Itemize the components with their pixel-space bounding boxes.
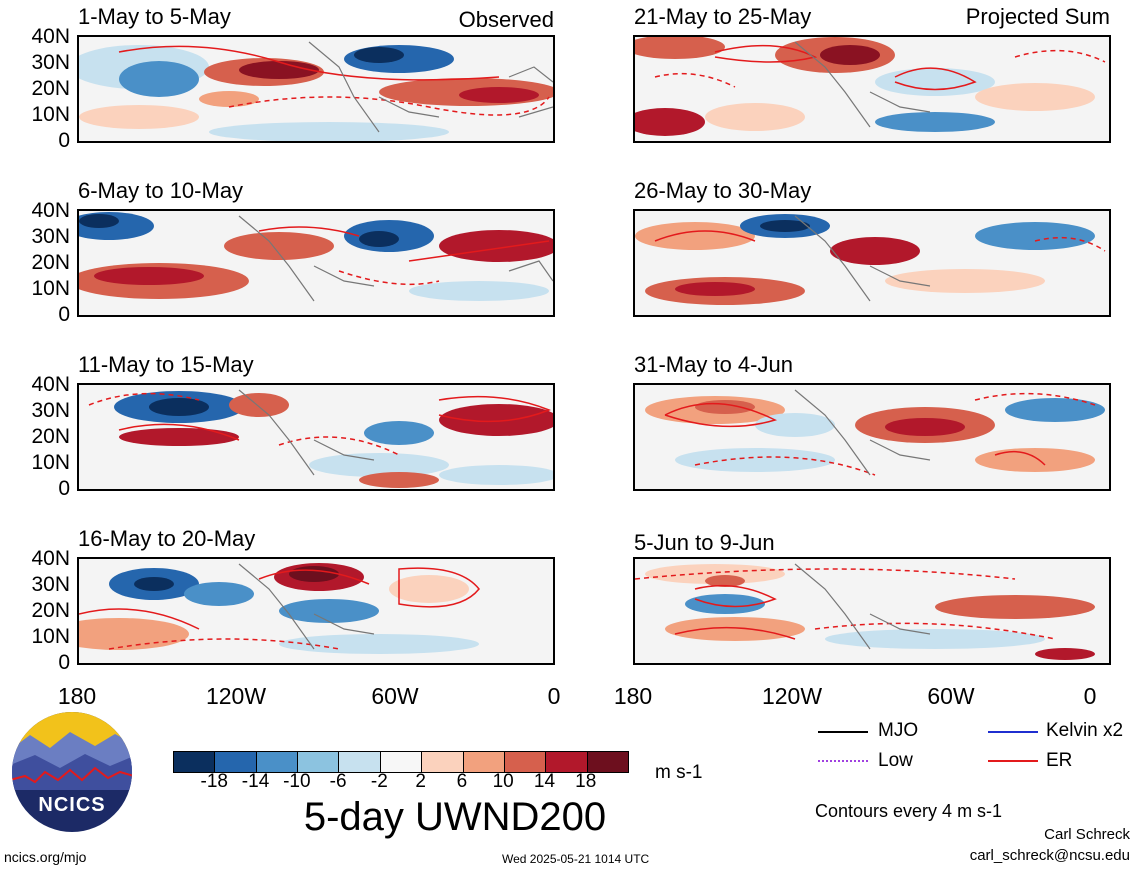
legend-swatch-mjo bbox=[818, 731, 868, 733]
colorbar-swatch bbox=[174, 752, 215, 772]
legend-label-low: Low bbox=[878, 750, 913, 771]
colorbar-tick-label: 10 bbox=[492, 771, 514, 792]
lat-label: 20N bbox=[31, 251, 70, 274]
panel-title-left-1: 1-May to 5-May bbox=[78, 4, 231, 29]
lat-label: 10N bbox=[31, 103, 70, 126]
map-panel-right-4 bbox=[633, 557, 1111, 665]
map-panel-right-2 bbox=[633, 209, 1111, 317]
panel-title-left-3: 11-May to 15-May bbox=[78, 352, 254, 377]
lon-label: 180 bbox=[57, 683, 97, 709]
timestamp: Wed 2025-05-21 1014 UTC bbox=[502, 852, 650, 866]
panel-title-left-4: 16-May to 20-May bbox=[78, 526, 256, 551]
lat-label: 40N bbox=[31, 547, 70, 570]
colorbar-swatch bbox=[338, 752, 380, 772]
lat-label: 0 bbox=[58, 477, 70, 500]
lat-label: 0 bbox=[58, 129, 70, 152]
contour-note: Contours every 4 m s-1 bbox=[815, 801, 1003, 821]
colorbar-tick-label: -10 bbox=[283, 771, 311, 792]
panel-title-right-2: 26-May to 30-May bbox=[634, 178, 812, 203]
email: carl_schreck@ncsu.edu bbox=[969, 847, 1130, 864]
lat-label: 10N bbox=[31, 451, 70, 474]
colorbar-swatch bbox=[297, 752, 339, 772]
lon-label: 0 bbox=[1083, 683, 1097, 709]
colorbar-tick-label: -2 bbox=[370, 771, 388, 792]
colorbar-units: m s-1 bbox=[655, 762, 703, 783]
panel-title-right-1: 21-May to 25-May bbox=[634, 4, 812, 29]
lat-label: 10N bbox=[31, 277, 70, 300]
lon-label: 0 bbox=[547, 683, 561, 709]
colorbar-swatch bbox=[379, 752, 422, 772]
colorbar-swatch bbox=[545, 752, 587, 772]
lon-label: 60W bbox=[371, 683, 419, 709]
colorbar-swatch bbox=[421, 752, 463, 772]
lat-label: 0 bbox=[58, 303, 70, 326]
colorbar-tick-label: -6 bbox=[329, 771, 347, 792]
panel-title-right-3: 31-May to 4-Jun bbox=[634, 352, 793, 377]
map-panel-right-3 bbox=[633, 383, 1111, 491]
colorbar-swatch bbox=[503, 752, 546, 772]
colorbar-tick-label: 14 bbox=[533, 771, 556, 792]
logo-text: NCICS bbox=[38, 794, 106, 816]
panel-corner-observed: Observed bbox=[458, 7, 554, 32]
legend-label-mjo: MJO bbox=[878, 720, 919, 741]
lat-label: 0 bbox=[58, 651, 70, 674]
colorbar bbox=[173, 751, 629, 773]
legend-label-kelvin: Kelvin x2 bbox=[1046, 720, 1124, 741]
main-title: 5-day UWND200 bbox=[303, 795, 607, 839]
colorbar-swatch bbox=[586, 752, 628, 772]
lon-label: 120W bbox=[205, 683, 267, 709]
colorbar-tick-label: -18 bbox=[200, 771, 228, 792]
lat-label: 40N bbox=[31, 199, 70, 222]
lat-label: 40N bbox=[31, 373, 70, 396]
lat-label: 30N bbox=[31, 225, 70, 248]
colorbar-tick-label: -14 bbox=[241, 771, 270, 792]
colorbar-swatch bbox=[255, 752, 298, 772]
legend-swatch-kelvin bbox=[988, 731, 1038, 733]
map-panel-left-2 bbox=[77, 209, 555, 317]
panel-corner-projected: Projected Sum bbox=[965, 4, 1110, 29]
lat-label: 30N bbox=[31, 573, 70, 596]
lat-label: 30N bbox=[31, 51, 70, 74]
map-panel-left-1 bbox=[77, 35, 555, 143]
legend-label-er: ER bbox=[1046, 750, 1073, 771]
map-panel-left-4 bbox=[77, 557, 555, 665]
lat-label: 20N bbox=[31, 425, 70, 448]
author: Carl Schreck bbox=[1044, 826, 1130, 843]
legend-swatch-low bbox=[818, 760, 868, 762]
panel-title-left-2: 6-May to 10-May bbox=[78, 178, 244, 203]
lat-label: 30N bbox=[31, 399, 70, 422]
map-panel-right-1 bbox=[633, 35, 1111, 143]
lat-label: 20N bbox=[31, 77, 70, 100]
ncics-logo: NCICS bbox=[10, 710, 134, 834]
lat-label: 10N bbox=[31, 625, 70, 648]
colorbar-tick-label: 6 bbox=[456, 771, 468, 792]
panel-title-right-4: 5-Jun to 9-Jun bbox=[634, 530, 775, 555]
lat-label: 40N bbox=[31, 25, 70, 48]
map-panel-left-3 bbox=[77, 383, 555, 491]
lon-label: 120W bbox=[761, 683, 823, 709]
colorbar-tick-label: 2 bbox=[415, 771, 426, 792]
colorbar-tick-label: 18 bbox=[575, 771, 597, 792]
lon-label: 60W bbox=[927, 683, 975, 709]
lat-label: 20N bbox=[31, 599, 70, 622]
site-url: ncics.org/mjo bbox=[4, 849, 87, 865]
lon-label: 180 bbox=[613, 683, 653, 709]
colorbar-swatch bbox=[214, 752, 256, 772]
legend-swatch-er bbox=[988, 760, 1038, 762]
colorbar-swatch bbox=[462, 752, 504, 772]
